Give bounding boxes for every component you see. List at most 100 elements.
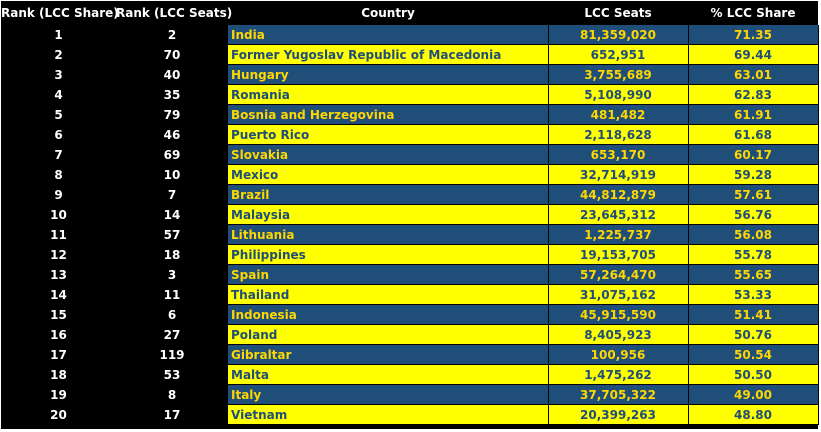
lcc-share-cell: 62.83 bbox=[688, 84, 819, 105]
lcc-share-cell: 56.08 bbox=[688, 224, 819, 245]
lcc-share-cell: 50.54 bbox=[688, 344, 819, 365]
country-cell: Gibraltar bbox=[228, 344, 549, 365]
lcc-share-cell: 56.76 bbox=[688, 204, 819, 225]
lcc-seats-cell: 481,482 bbox=[548, 104, 689, 125]
lcc-seats-cell: 32,714,919 bbox=[548, 164, 689, 185]
lcc-seats-cell: 57,264,470 bbox=[548, 264, 689, 285]
lcc-seats-cell: 45,915,590 bbox=[548, 304, 689, 325]
rank-seats-cell: 70 bbox=[116, 44, 228, 65]
country-cell: Vietnam bbox=[228, 404, 549, 425]
rank-seats-cell: 11 bbox=[116, 284, 228, 305]
lcc-share-cell: 61.91 bbox=[688, 104, 819, 125]
rank-seats-cell: 8 bbox=[116, 384, 228, 405]
table-row: 20 17 Vietnam 20,399,263 48.80 bbox=[1, 404, 819, 425]
lcc-share-cell: 55.78 bbox=[688, 244, 819, 265]
rank-seats-cell: 14 bbox=[116, 204, 228, 225]
lcc-seats-cell: 1,225,737 bbox=[548, 224, 689, 245]
rank-share-cell: 8 bbox=[1, 164, 116, 185]
lcc-share-table: Rank (LCC Share) Rank (LCC Seats) Countr… bbox=[1, 1, 819, 425]
table-row: 5 79 Bosnia and Herzegovina 481,482 61.91 bbox=[1, 104, 819, 125]
country-cell: Indonesia bbox=[228, 304, 549, 325]
lcc-seats-cell: 44,812,879 bbox=[548, 184, 689, 205]
rank-share-cell: 14 bbox=[1, 284, 116, 305]
country-cell: Thailand bbox=[228, 284, 549, 305]
lcc-seats-cell: 653,170 bbox=[548, 144, 689, 165]
rank-seats-cell: 27 bbox=[116, 324, 228, 345]
lcc-share-cell: 48.80 bbox=[688, 404, 819, 425]
lcc-share-cell: 53.33 bbox=[688, 284, 819, 305]
table-row: 1 2 India 81,359,020 71.35 bbox=[1, 25, 819, 45]
rank-seats-cell: 57 bbox=[116, 224, 228, 245]
table-row: 6 46 Puerto Rico 2,118,628 61.68 bbox=[1, 124, 819, 145]
rank-seats-cell: 69 bbox=[116, 144, 228, 165]
table-row: 10 14 Malaysia 23,645,312 56.76 bbox=[1, 204, 819, 225]
rank-seats-cell: 10 bbox=[116, 164, 228, 185]
rank-share-cell: 1 bbox=[1, 25, 116, 45]
lcc-share-cell: 57.61 bbox=[688, 184, 819, 205]
table-row: 8 10 Mexico 32,714,919 59.28 bbox=[1, 164, 819, 185]
rank-share-cell: 15 bbox=[1, 304, 116, 325]
lcc-seats-cell: 37,705,322 bbox=[548, 384, 689, 405]
country-cell: Malta bbox=[228, 364, 549, 385]
lcc-share-cell: 49.00 bbox=[688, 384, 819, 405]
lcc-seats-cell: 5,108,990 bbox=[548, 84, 689, 105]
table-row: 13 3 Spain 57,264,470 55.65 bbox=[1, 264, 819, 285]
table-row: 12 18 Philippines 19,153,705 55.78 bbox=[1, 244, 819, 265]
lcc-seats-cell: 19,153,705 bbox=[548, 244, 689, 265]
table-row: 9 7 Brazil 44,812,879 57.61 bbox=[1, 184, 819, 205]
country-cell: Mexico bbox=[228, 164, 549, 185]
rank-seats-cell: 6 bbox=[116, 304, 228, 325]
rank-share-cell: 12 bbox=[1, 244, 116, 265]
country-cell: India bbox=[228, 25, 549, 45]
rank-share-cell: 17 bbox=[1, 344, 116, 365]
table-row: 17 119 Gibraltar 100,956 50.54 bbox=[1, 344, 819, 365]
country-cell: Hungary bbox=[228, 64, 549, 85]
lcc-seats-cell: 3,755,689 bbox=[548, 64, 689, 85]
table-row: 3 40 Hungary 3,755,689 63.01 bbox=[1, 64, 819, 85]
lcc-seats-cell: 23,645,312 bbox=[548, 204, 689, 225]
lcc-seats-cell: 20,399,263 bbox=[548, 404, 689, 425]
header-lcc-share[interactable]: % LCC Share bbox=[688, 1, 818, 25]
country-cell: Philippines bbox=[228, 244, 549, 265]
country-cell: Malaysia bbox=[228, 204, 549, 225]
table-row: 16 27 Poland 8,405,923 50.76 bbox=[1, 324, 819, 345]
lcc-seats-cell: 81,359,020 bbox=[548, 25, 689, 45]
table-row: 11 57 Lithuania 1,225,737 56.08 bbox=[1, 224, 819, 245]
table-row: 15 6 Indonesia 45,915,590 51.41 bbox=[1, 304, 819, 325]
lcc-share-cell: 50.50 bbox=[688, 364, 819, 385]
lcc-share-cell: 69.44 bbox=[688, 44, 819, 65]
rank-share-cell: 4 bbox=[1, 84, 116, 105]
country-cell: Slovakia bbox=[228, 144, 549, 165]
lcc-seats-cell: 100,956 bbox=[548, 344, 689, 365]
lcc-share-cell: 50.76 bbox=[688, 324, 819, 345]
rank-seats-cell: 53 bbox=[116, 364, 228, 385]
rank-seats-cell: 18 bbox=[116, 244, 228, 265]
rank-share-cell: 19 bbox=[1, 384, 116, 405]
header-rank-seats[interactable]: Rank (LCC Seats) bbox=[116, 1, 232, 25]
rank-seats-cell: 119 bbox=[116, 344, 228, 365]
rank-share-cell: 10 bbox=[1, 204, 116, 225]
header-rank-share[interactable]: Rank (LCC Share) bbox=[1, 1, 119, 25]
rank-share-cell: 11 bbox=[1, 224, 116, 245]
country-cell: Romania bbox=[228, 84, 549, 105]
rank-share-cell: 20 bbox=[1, 404, 116, 425]
country-cell: Brazil bbox=[228, 184, 549, 205]
country-cell: Poland bbox=[228, 324, 549, 345]
rank-share-cell: 13 bbox=[1, 264, 116, 285]
country-cell: Italy bbox=[228, 384, 549, 405]
lcc-share-cell: 63.01 bbox=[688, 64, 819, 85]
header-country[interactable]: Country bbox=[228, 1, 548, 25]
rank-seats-cell: 17 bbox=[116, 404, 228, 425]
lcc-seats-cell: 31,075,162 bbox=[548, 284, 689, 305]
header-lcc-seats[interactable]: LCC Seats bbox=[548, 1, 688, 25]
lcc-seats-cell: 652,951 bbox=[548, 44, 689, 65]
country-cell: Spain bbox=[228, 264, 549, 285]
rank-seats-cell: 7 bbox=[116, 184, 228, 205]
country-cell: Former Yugoslav Republic of Macedonia bbox=[228, 44, 549, 65]
lcc-seats-cell: 8,405,923 bbox=[548, 324, 689, 345]
header-row: Rank (LCC Share) Rank (LCC Seats) Countr… bbox=[1, 1, 818, 25]
rank-seats-cell: 2 bbox=[116, 25, 228, 45]
rank-share-cell: 6 bbox=[1, 124, 116, 145]
lcc-share-cell: 59.28 bbox=[688, 164, 819, 185]
rank-share-cell: 7 bbox=[1, 144, 116, 165]
